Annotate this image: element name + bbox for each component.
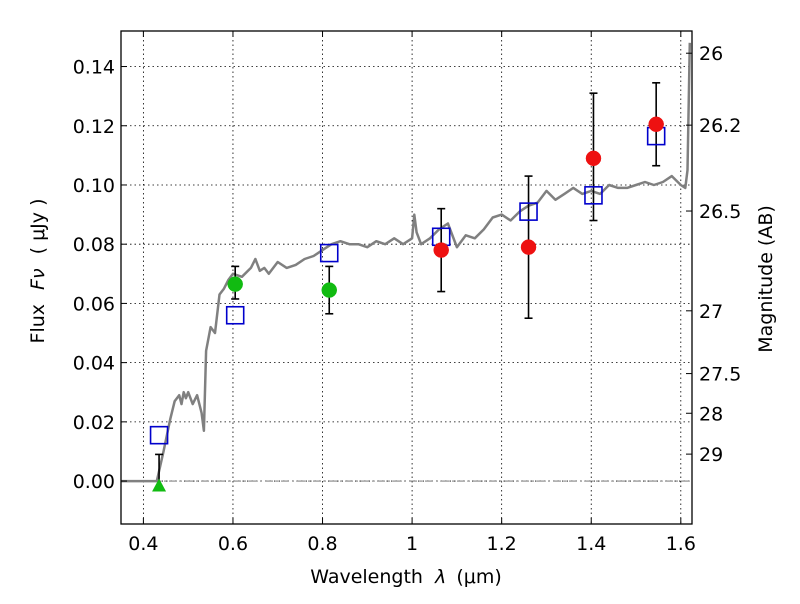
model-box-marker (584, 186, 603, 205)
x-tick-label: 1.6 (666, 533, 696, 555)
plot-layer (121, 42, 692, 492)
grid-layer (121, 31, 692, 524)
y-tick-label: 0.00 (73, 471, 115, 493)
y-tick-label: 0.12 (73, 116, 115, 138)
label-layer: Wavelength λ (μm) Flux Fν ( μJy ) Magnit… (27, 199, 777, 588)
x-tick-label: 0.4 (128, 533, 158, 555)
x-tick-label: 0.6 (218, 533, 248, 555)
y-axis-label: Flux Fν ( μJy ) (27, 199, 49, 344)
red-data-point (648, 116, 664, 133)
x-axis-label: Wavelength λ (μm) (310, 566, 501, 588)
model-box-marker (519, 202, 538, 221)
y2-axis-label: Magnitude (AB) (755, 205, 777, 353)
x-tick-label: 1 (406, 533, 418, 555)
red-data-point (585, 150, 602, 167)
x-tick-label: 0.8 (307, 533, 337, 555)
x-tick-label: 1.2 (487, 533, 517, 555)
y-tick-label: 0.14 (73, 57, 115, 79)
y2-tick-label: 29 (699, 444, 723, 466)
green-data-point (227, 276, 243, 292)
red-data-point (520, 239, 537, 255)
y2-tick-label: 27.5 (699, 364, 741, 386)
y-tick-label: 0.06 (73, 293, 115, 315)
red-data-point (433, 242, 449, 258)
model-box-marker (149, 425, 169, 445)
y2-tick-label: 26 (699, 43, 723, 65)
y-tick-label: 0.10 (73, 175, 115, 197)
model-box-marker (319, 243, 339, 263)
y-tick-label: 0.04 (73, 353, 115, 375)
y-tick-label: 0.08 (73, 234, 115, 256)
y2-tick-label: 26.5 (699, 201, 741, 223)
x-tick-label: 1.4 (576, 533, 606, 555)
axis-layer: 0.4 0.6 0.8 1 1.2 1.4 1.6 0.00 0.02 0.04 0.06 0.08 0… (73, 30, 741, 555)
model-box-marker (225, 305, 245, 325)
spectrum-line (121, 42, 692, 483)
plot-frame (120, 30, 693, 525)
y-tick-label: 0.02 (73, 412, 115, 434)
green-triangle-point (152, 478, 167, 492)
y2-tick-label: 27 (699, 301, 723, 323)
y2-tick-label: 26.2 (699, 115, 741, 137)
y2-tick-label: 28 (699, 403, 723, 425)
green-data-point (321, 282, 337, 298)
